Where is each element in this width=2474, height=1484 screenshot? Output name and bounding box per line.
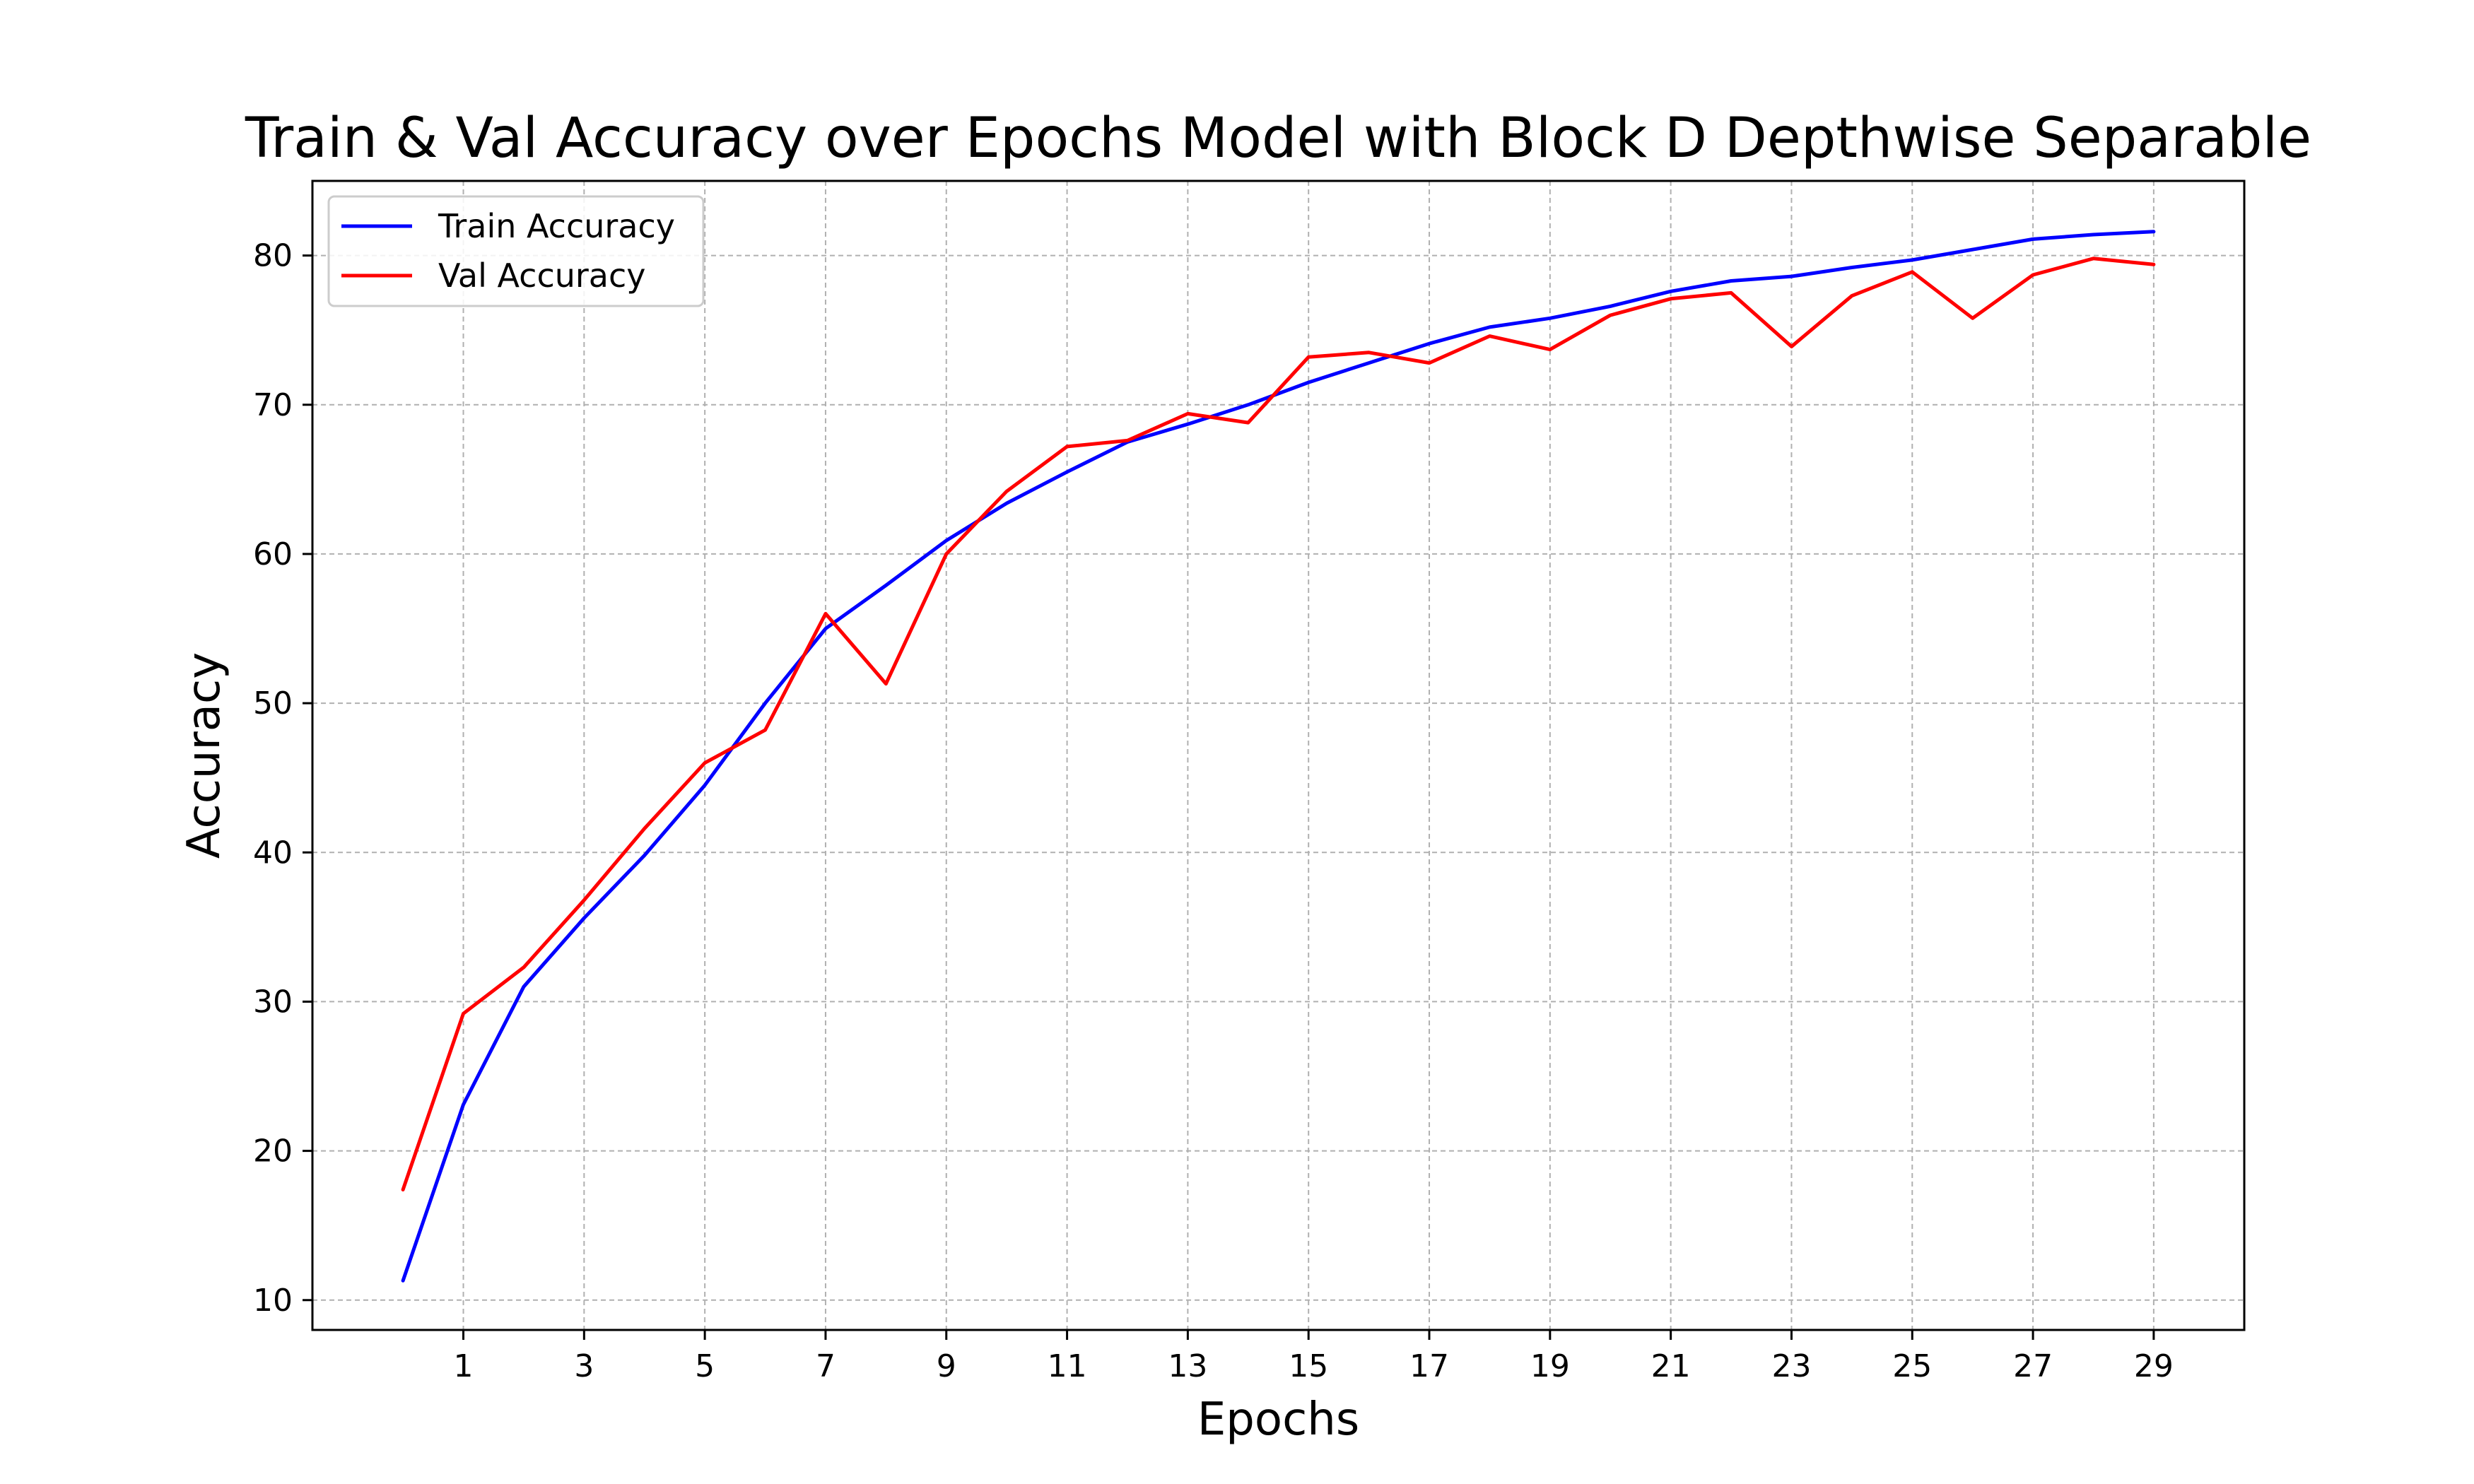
x-tick-label: 29 <box>2134 1348 2174 1384</box>
legend-label: Train Accuracy <box>438 207 675 245</box>
x-tick-label: 11 <box>1048 1348 1087 1384</box>
x-tick-label: 23 <box>1771 1348 1811 1384</box>
series-line-val-accuracy <box>401 257 2156 1191</box>
x-tick-label: 21 <box>1651 1348 1691 1384</box>
y-tick-label: 10 <box>253 1283 293 1319</box>
y-tick-label: 70 <box>253 387 293 423</box>
x-tick-label: 17 <box>1409 1348 1449 1384</box>
legend: Train Accuracy Val Accuracy <box>327 195 705 307</box>
x-axis-label: Epochs <box>1197 1394 1359 1446</box>
x-tick-label: 13 <box>1168 1348 1207 1384</box>
y-tick-label: 30 <box>253 984 293 1020</box>
legend-box <box>327 195 705 307</box>
y-tick-label: 20 <box>253 1133 293 1170</box>
grid-lines <box>312 181 2244 1330</box>
y-tick-label: 60 <box>253 536 293 572</box>
y-tick-label: 40 <box>253 835 293 871</box>
legend-label: Val Accuracy <box>438 257 646 295</box>
x-tick-label: 7 <box>816 1348 836 1384</box>
axis-ticks: 1 3 5 7 9 11 13 15 17 19 21 23 25 27 29102030405060708… <box>253 238 2174 1384</box>
plot-area-frame <box>311 179 2246 1331</box>
x-tick-label: 5 <box>695 1348 715 1384</box>
y-tick-label: 50 <box>253 685 293 722</box>
x-tick-label: 25 <box>1892 1348 1932 1384</box>
x-tick-label: 3 <box>574 1348 594 1384</box>
x-tick-label: 9 <box>937 1348 956 1384</box>
x-tick-label: 1 <box>454 1348 474 1384</box>
x-tick-label: 27 <box>2013 1348 2053 1384</box>
series-lines <box>401 230 2156 1283</box>
y-tick-label: 80 <box>253 238 293 274</box>
y-axis-label: Accuracy <box>178 652 230 859</box>
series-line-train-accuracy <box>401 230 2156 1283</box>
x-tick-label: 19 <box>1530 1348 1570 1384</box>
x-tick-label: 15 <box>1289 1348 1328 1384</box>
chart-title: Train & Val Accuracy over Epochs Model w… <box>245 107 2311 170</box>
